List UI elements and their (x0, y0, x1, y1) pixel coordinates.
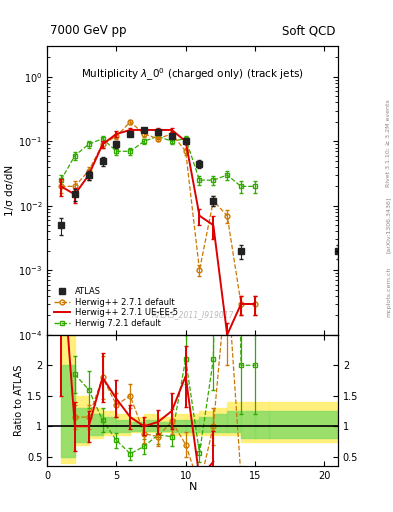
Y-axis label: Ratio to ATLAS: Ratio to ATLAS (14, 365, 24, 436)
Text: Soft QCD: Soft QCD (281, 25, 335, 37)
Text: Rivet 3.1.10; ≥ 3.2M events: Rivet 3.1.10; ≥ 3.2M events (386, 99, 391, 187)
Text: [arXiv:1306.3436]: [arXiv:1306.3436] (386, 197, 391, 253)
Text: mcplots.cern.ch: mcplots.cern.ch (386, 267, 391, 317)
Text: ATLAS_2011_I919017: ATLAS_2011_I919017 (151, 310, 234, 319)
Y-axis label: 1/σ dσ/dN: 1/σ dσ/dN (6, 165, 15, 216)
X-axis label: N: N (188, 482, 197, 492)
Text: 7000 GeV pp: 7000 GeV pp (50, 25, 127, 37)
Legend: ATLAS, Herwig++ 2.7.1 default, Herwig++ 2.7.1 UE-EE-5, Herwig 7.2.1 default: ATLAS, Herwig++ 2.7.1 default, Herwig++ … (51, 285, 180, 331)
Text: Multiplicity $\lambda\_0^0$ (charged only) (track jets): Multiplicity $\lambda\_0^0$ (charged onl… (81, 66, 304, 83)
